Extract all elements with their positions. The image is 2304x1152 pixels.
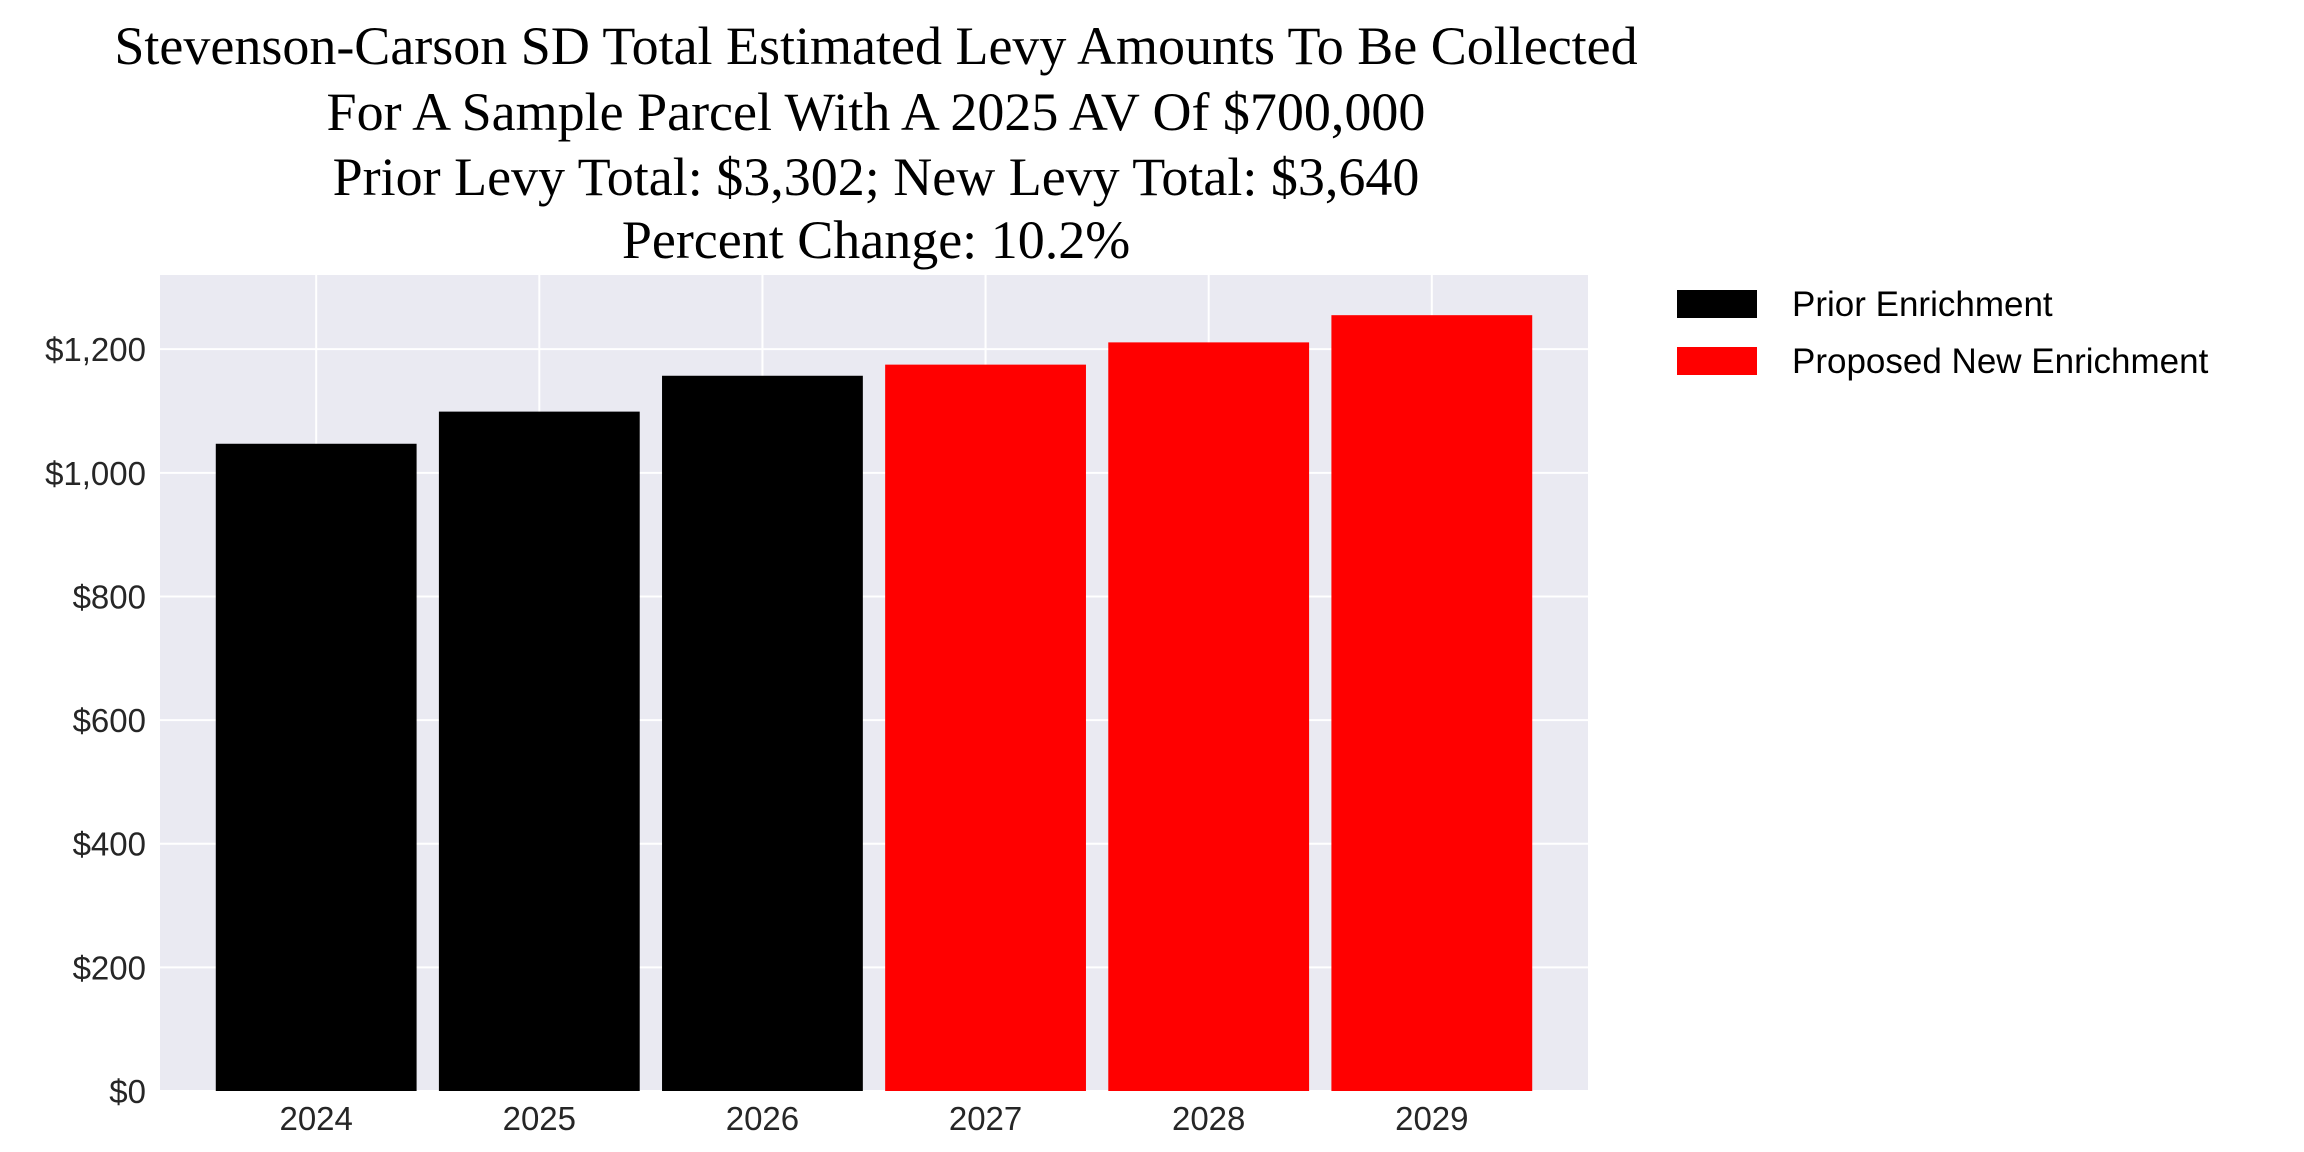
x-tick-label: 2027 bbox=[949, 1100, 1022, 1137]
title-line-1: Stevenson-Carson SD Total Estimated Levy… bbox=[114, 16, 1637, 76]
legend-label-prior: Prior Enrichment bbox=[1792, 285, 2053, 324]
x-tick-label: 2024 bbox=[279, 1100, 352, 1137]
title-line-4: Percent Change: 10.2% bbox=[622, 210, 1130, 270]
legend-label-new: Proposed New Enrichment bbox=[1792, 342, 2209, 381]
x-tick-label: 2028 bbox=[1172, 1100, 1245, 1137]
y-tick-label: $1,200 bbox=[45, 331, 146, 368]
bar-2025 bbox=[438, 411, 640, 1092]
chart-title: Stevenson-Carson SD Total Estimated Levy… bbox=[114, 16, 1637, 270]
bar-2026 bbox=[662, 375, 863, 1091]
x-tick-label: 2025 bbox=[503, 1100, 576, 1137]
x-tick-label: 2029 bbox=[1395, 1100, 1468, 1137]
bar-2029 bbox=[1331, 315, 1533, 1091]
y-tick-label: $1,000 bbox=[45, 455, 146, 492]
y-tick-label: $800 bbox=[73, 578, 146, 615]
bar-2027 bbox=[885, 364, 1086, 1091]
y-tick-label: $400 bbox=[73, 826, 146, 863]
title-line-3: Prior Levy Total: $3,302; New Levy Total… bbox=[333, 147, 1420, 207]
y-tick-label: $600 bbox=[73, 702, 146, 739]
x-tick-label: 2026 bbox=[726, 1100, 799, 1137]
x-axis-ticks: 2024 2025 2026 2027 2028 2029 bbox=[279, 1100, 1468, 1137]
y-axis-ticks: $0 $200 $400 $600 $800 $1,000 $1,200 bbox=[45, 331, 146, 1110]
y-tick-label: $0 bbox=[109, 1073, 146, 1110]
bar-2024 bbox=[215, 443, 417, 1091]
legend: Prior Enrichment Proposed New Enrichment bbox=[1677, 285, 2209, 381]
legend-swatch-new bbox=[1677, 347, 1757, 375]
y-tick-label: $200 bbox=[73, 949, 146, 986]
legend-swatch-prior bbox=[1677, 290, 1757, 318]
bars bbox=[215, 315, 1533, 1092]
bar-2028 bbox=[1108, 342, 1310, 1091]
title-line-2: For A Sample Parcel With A 2025 AV Of $7… bbox=[327, 82, 1426, 142]
